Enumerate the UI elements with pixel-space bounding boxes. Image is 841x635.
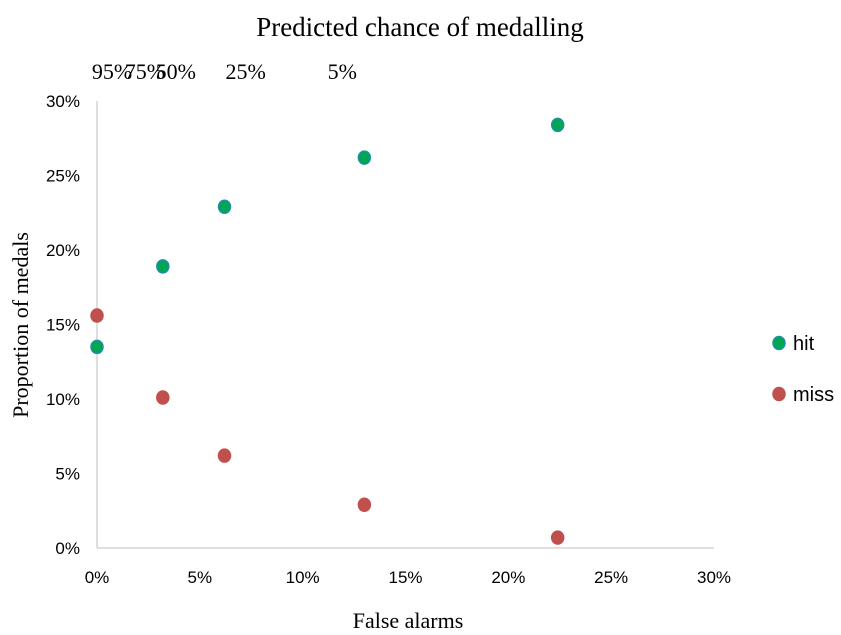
x-axis-label: False alarms xyxy=(353,608,464,633)
x-tick-label: 20% xyxy=(491,568,525,587)
x-tick-label: 5% xyxy=(188,568,213,587)
x-tick-labels: 0% 5% 10% 15% 20% 25% 30% xyxy=(85,568,731,587)
point-miss xyxy=(550,530,565,545)
legend-marker-hit xyxy=(772,335,786,351)
y-tick-label: 20% xyxy=(46,241,80,260)
legend-marker-miss xyxy=(772,386,786,402)
y-tick-label: 0% xyxy=(55,539,80,558)
top-annotation-label: 25% xyxy=(226,59,266,84)
y-axis-label: Proportion of medals xyxy=(8,232,33,418)
legend-label-hit: hit xyxy=(793,333,815,355)
point-hit xyxy=(550,117,565,133)
point-miss xyxy=(90,308,104,323)
top-annotation-label: 75% xyxy=(125,59,165,84)
point-hit xyxy=(217,199,232,215)
y-tick-labels: 0% 5% 10% 15% 20% 25% 30% xyxy=(46,92,80,558)
x-tick-label: 15% xyxy=(388,568,422,587)
data-points xyxy=(90,117,565,545)
point-hit xyxy=(90,339,104,355)
top-annotations: 95%75%50% 25% 5% xyxy=(92,59,357,84)
y-tick-label: 15% xyxy=(46,316,80,335)
chart-title: Predicted chance of medalling xyxy=(256,12,584,42)
top-annotation-label: 95% xyxy=(92,59,132,84)
point-hit xyxy=(156,259,170,274)
y-tick-label: 30% xyxy=(46,92,80,111)
point-miss xyxy=(156,390,170,405)
y-tick-label: 10% xyxy=(46,390,80,409)
point-miss xyxy=(217,448,232,463)
x-tick-label: 30% xyxy=(697,568,731,587)
y-tick-label: 25% xyxy=(46,167,80,186)
top-annotation-label: 5% xyxy=(328,59,357,84)
point-hit xyxy=(357,150,372,165)
legend-label-miss: miss xyxy=(793,384,834,406)
point-miss xyxy=(357,497,372,513)
x-tick-label: 0% xyxy=(85,568,110,587)
top-annotation-label: 50% xyxy=(156,59,196,84)
x-tick-label: 10% xyxy=(286,568,320,587)
legend: hit miss xyxy=(772,333,834,406)
y-tick-label: 5% xyxy=(55,465,80,484)
x-tick-label: 25% xyxy=(594,568,628,587)
